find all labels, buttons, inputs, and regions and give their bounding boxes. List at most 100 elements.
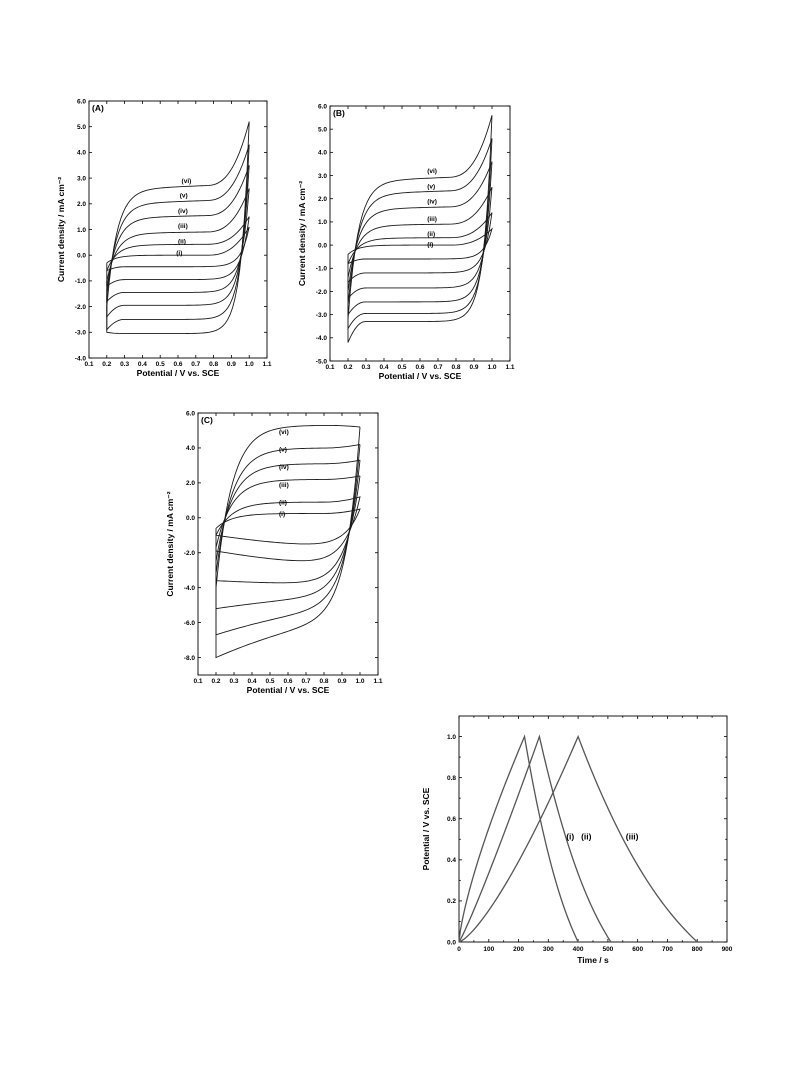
x-tick-label: 0.6 [283,678,292,685]
gcd-curve-i [458,734,579,943]
panel-label: (C) [201,415,213,425]
curve-label: (v) [279,446,287,453]
x-tick-label: 0.1 [193,678,202,685]
y-tick-label: -4.0 [75,355,87,362]
y-tick-label: -2.0 [75,304,87,311]
y-tick-label: -1.0 [316,266,328,273]
x-tick-label: 0.8 [319,678,328,685]
cv-chart-a: 0.1 0.2 0.3 0.4 0.5 0.6 0.7 0.8 0.9 1.0 1.1 -4.0 -3.… [56,98,272,378]
x-tick-label: 0.9 [469,364,478,371]
y-axis-label: Current density / mA cm⁻² [56,177,66,282]
curve-label: (vi) [427,168,437,175]
curve-label: (i) [176,250,182,257]
gcd-curve-iii [458,734,698,943]
x-tick-label: 0.7 [191,361,200,368]
curve-label: (iv) [279,464,289,471]
y-tick-label: 2.0 [77,201,86,208]
x-tick-label: 0.1 [84,361,93,368]
x-tick-label: 0.7 [433,364,442,371]
x-axis-label: Potential / V vs. SCE [247,685,330,695]
y-tick-label: 0.2 [447,898,456,905]
x-tick-label: 0.1 [325,364,334,371]
x-tick-label: 500 [602,946,613,953]
y-axis-label: Current density / mA cm⁻² [165,491,175,596]
curve-label: (v) [180,192,188,199]
cv-curve-v [347,138,493,331]
curve-label: (i) [279,511,285,518]
x-tick-label: 0 [457,946,461,953]
y-tick-label: 0.8 [447,775,456,782]
cv-curve-i [347,227,493,265]
y-tick-label: -2.0 [316,289,328,296]
y-tick-label: 0.0 [318,242,327,249]
curve-label: (vi) [279,429,289,436]
curve-label: (ii) [581,831,592,841]
panel-label: (B) [333,108,345,118]
x-tick-label: 400 [573,946,584,953]
x-tick-label: 0.5 [156,361,165,368]
cv-curve-ii [215,496,361,562]
y-tick-label: -2.0 [184,550,196,557]
curve-label: (vi) [182,178,192,185]
x-tick-label: 1.1 [262,361,271,368]
x-tick-label: 1.0 [355,678,364,685]
x-tick-label: 0.7 [301,678,310,685]
y-tick-label: 0.0 [77,253,86,260]
cv-curve-v [106,144,250,331]
curve-label: (iv) [178,208,188,215]
cv-curve-v [215,444,361,636]
x-tick-label: 0.8 [451,364,460,371]
x-tick-label: 0.6 [415,364,424,371]
curve-label: (v) [427,183,435,190]
y-tick-label: 3.0 [318,173,327,180]
cv-curve-iv [106,165,250,319]
cv-curve-vi [106,121,250,335]
x-tick-label: 0.5 [265,678,274,685]
y-axis-label: Current density / mA cm⁻² [297,181,307,286]
curve-label: (iv) [427,198,437,205]
y-tick-label: 6.0 [186,410,195,417]
x-tick-label: 0.2 [102,361,111,368]
x-tick-label: 0.3 [120,361,129,368]
cv-chart-b: 0.1 0.2 0.3 0.4 0.5 0.6 0.7 0.8 0.9 1.0 1.1 -5.0 -4.… [297,103,515,381]
cv-curve-ii [106,216,250,287]
x-axis-label: Time / s [577,955,609,965]
cv-curve-iii [106,188,250,303]
x-tick-label: 1.1 [505,364,514,371]
x-tick-label: 0.9 [227,361,236,368]
y-tick-label: 4.0 [186,445,195,452]
y-tick-label: 4.0 [318,150,327,157]
x-tick-label: 0.6 [173,361,182,368]
y-tick-label: -3.0 [75,330,87,337]
y-tick-label: 0.4 [447,857,456,864]
cv-curve-ii [347,212,493,284]
y-tick-label: 1.0 [318,219,327,226]
x-tick-label: 0.4 [138,361,147,368]
x-tick-label: 0.2 [211,678,220,685]
curve-label: (ii) [427,231,435,238]
x-tick-label: 600 [632,946,643,953]
cv-curve-i [215,508,361,545]
y-tick-label: -8.0 [184,655,196,662]
x-tick-label: 800 [692,946,703,953]
x-tick-label: 200 [513,946,524,953]
cv-chart-c: 0.1 0.2 0.3 0.4 0.5 0.6 0.7 0.8 0.9 1.0 1.1 -8.0 -6.… [165,410,383,695]
x-tick-label: 0.4 [379,364,388,371]
y-tick-label: -4.0 [184,585,196,592]
x-tick-label: 0.3 [361,364,370,371]
y-tick-label: 3.0 [77,175,86,182]
x-tick-label: 0.8 [209,361,218,368]
cv-curve-iv [347,161,493,317]
y-tick-label: -6.0 [184,620,196,627]
y-tick-label: 1.0 [77,227,86,234]
gcd-curve-ii [458,734,612,943]
x-tick-label: 0.3 [229,678,238,685]
y-tick-label: 6.0 [318,103,327,110]
y-tick-label: -1.0 [75,278,87,285]
y-tick-label: 6.0 [77,98,86,105]
cv-curve-iv [215,459,361,610]
curve-label: (ii) [178,239,186,246]
curve-label: (ii) [279,500,287,507]
x-tick-label: 100 [483,946,494,953]
